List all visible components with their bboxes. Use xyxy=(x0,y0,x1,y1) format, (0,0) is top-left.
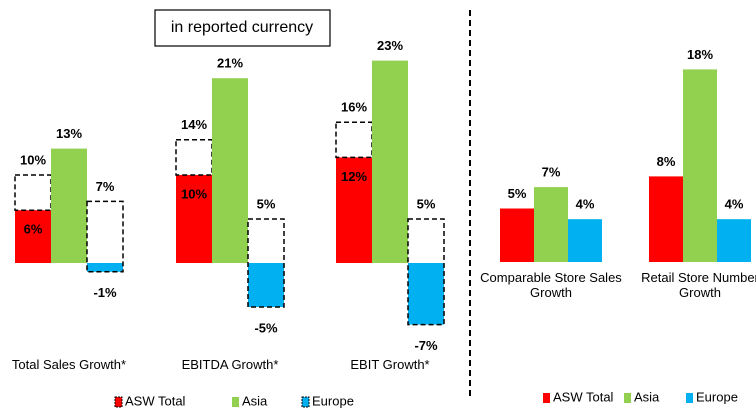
bar xyxy=(534,187,568,262)
bar xyxy=(372,60,408,263)
outline-value-label: 7% xyxy=(96,179,115,194)
value-label: 8% xyxy=(657,154,676,169)
bar xyxy=(408,263,444,325)
legend-label: ASW Total xyxy=(125,393,186,408)
value-label: 4% xyxy=(725,197,744,212)
outline-value-label: 14% xyxy=(181,117,207,132)
category-label: Total Sales Growth* xyxy=(11,357,127,372)
value-label: 4% xyxy=(576,197,595,212)
value-label: 6% xyxy=(24,222,43,237)
annotation: in reported currency xyxy=(171,19,313,36)
bar xyxy=(500,208,534,262)
bar xyxy=(336,157,372,263)
legend-label: Asia xyxy=(242,393,268,408)
bar xyxy=(683,69,717,263)
outline-box xyxy=(407,218,445,326)
bar xyxy=(51,148,87,263)
outline-box xyxy=(335,121,373,159)
legend-label: Europe xyxy=(696,389,738,404)
value-label: 7% xyxy=(542,165,561,180)
bar xyxy=(717,219,751,262)
outline-box xyxy=(175,139,213,176)
legend-marker xyxy=(114,396,123,408)
outline-box xyxy=(86,200,124,273)
outline-value-label: 10% xyxy=(20,152,46,167)
outline-value-label: 16% xyxy=(341,100,367,115)
value-label: -7% xyxy=(414,338,438,353)
value-label: 18% xyxy=(687,47,713,62)
category-label: Comparable Store Sales Growth xyxy=(480,270,622,300)
category-label: EBIT Growth* xyxy=(350,357,430,372)
outline-box xyxy=(14,174,52,211)
value-label: -1% xyxy=(93,285,117,300)
value-label: -5% xyxy=(254,320,278,335)
annotation-box xyxy=(154,9,331,47)
bar xyxy=(649,176,683,262)
value-label: 10% xyxy=(181,186,207,201)
category-label: EBITDA Growth* xyxy=(181,357,279,372)
legend-label: Europe xyxy=(312,393,354,408)
legend-marker xyxy=(301,396,310,408)
value-label: 5% xyxy=(508,186,527,201)
legend-label: ASW Total xyxy=(553,389,614,404)
legend-marker xyxy=(686,393,693,403)
bar xyxy=(87,263,123,272)
outline-value-label: 5% xyxy=(257,196,276,211)
value-label: 23% xyxy=(377,38,403,53)
bar xyxy=(212,78,248,263)
legend-label: Asia xyxy=(634,389,660,404)
legend-marker xyxy=(624,393,631,403)
bar xyxy=(176,175,212,263)
legend-marker xyxy=(232,397,239,407)
value-label: 21% xyxy=(217,56,243,71)
bar xyxy=(568,219,602,262)
outline-value-label: 5% xyxy=(417,196,436,211)
bar xyxy=(248,263,284,307)
category-label: Retail Store Number Growth xyxy=(641,270,756,300)
value-label: 12% xyxy=(341,169,367,184)
outline-box xyxy=(247,218,285,308)
legend-marker xyxy=(543,393,550,403)
value-label: 13% xyxy=(56,126,82,141)
bar xyxy=(15,210,51,263)
